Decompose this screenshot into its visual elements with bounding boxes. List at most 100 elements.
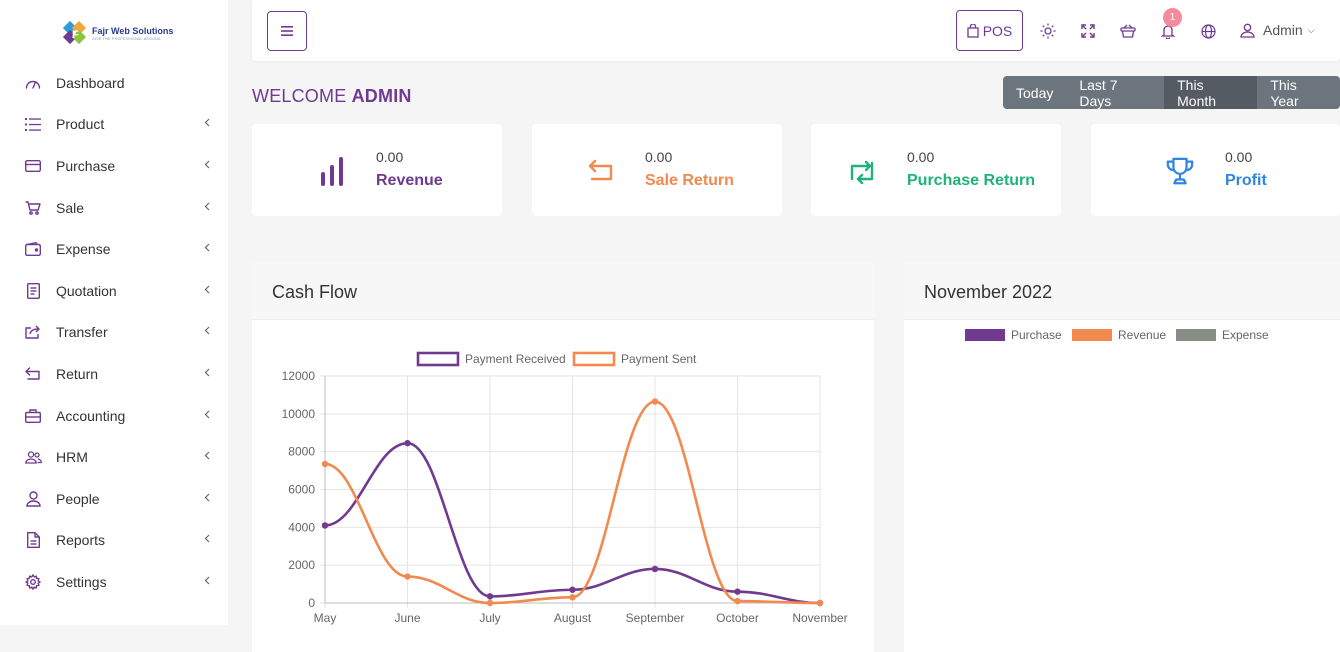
data-point: [321, 522, 329, 529]
panel-header: November 2022: [904, 262, 1340, 320]
sidebar-item-label: Expense: [56, 241, 111, 258]
stat-value: 0.00: [645, 149, 673, 165]
share-icon: [24, 323, 42, 341]
sidebar-item-hrm[interactable]: HRM: [0, 436, 228, 478]
x-tick-label: November: [792, 611, 847, 625]
monthly-panel: November 2022 Purchase Revenue Expense: [904, 262, 1340, 652]
user-icon: [24, 490, 42, 508]
legend-swatch: [572, 351, 616, 367]
chevron-left-icon: [204, 410, 210, 422]
menu-toggle-button[interactable]: [267, 11, 307, 51]
filter-this-month-button[interactable]: This Month: [1164, 76, 1258, 109]
chevron-left-icon: [204, 118, 210, 130]
legend-swatch: [965, 329, 1005, 341]
sidebar-item-reports[interactable]: Reports: [0, 520, 228, 562]
sidebar-item-quotation[interactable]: Quotation: [0, 270, 228, 312]
legend-label: Payment Sent: [621, 352, 697, 366]
sidebar-item-expense[interactable]: Expense: [0, 228, 228, 270]
panel-header: Cash Flow: [252, 262, 874, 320]
x-tick-label: May: [314, 611, 337, 625]
stat-card-sale-return: 0.00 Sale Return: [532, 124, 782, 216]
chevron-left-icon: [204, 285, 210, 297]
legend-item[interactable]: Expense: [1176, 328, 1269, 342]
sidebar-item-people[interactable]: People: [0, 478, 228, 520]
fullscreen-button[interactable]: [1079, 22, 1097, 40]
y-tick-label: 0: [308, 596, 315, 610]
sidebar-item-label: Reports: [56, 532, 106, 549]
theme-toggle-button[interactable]: [1039, 22, 1057, 40]
chevron-left-icon: [204, 160, 210, 172]
sidebar-item-accounting[interactable]: Accounting: [0, 395, 228, 437]
sidebar-item-label: People: [56, 490, 100, 507]
store-button[interactable]: [1119, 22, 1137, 40]
basket-icon: [1120, 24, 1136, 38]
svg-text:F: F: [72, 29, 79, 41]
stat-value: 0.00: [907, 149, 935, 165]
brand-title: Fajr Web Solutions: [92, 25, 174, 36]
legend-item[interactable]: Revenue: [1072, 328, 1166, 342]
document-icon: [24, 282, 42, 300]
sidebar-item-dashboard[interactable]: Dashboard: [0, 62, 228, 104]
list-icon: [24, 115, 42, 133]
legend-item[interactable]: Purchase: [965, 328, 1062, 342]
data-point: [734, 588, 741, 595]
speedometer-icon: [24, 74, 42, 92]
data-point: [734, 597, 741, 605]
cart-icon: [24, 199, 42, 217]
cash-flow-chart: 0 2000 4000 6000 8000 10000 12000 May June July Au…: [282, 351, 848, 625]
sidebar-item-label: Purchase: [56, 157, 116, 174]
welcome-name: ADMIN: [351, 86, 412, 106]
sidebar-item-return[interactable]: Return: [0, 353, 228, 395]
brand-logo[interactable]: F Fajr Web Solutions GIVE THE PROFESSION…: [62, 18, 182, 48]
filter-today-button[interactable]: Today: [1003, 76, 1067, 109]
chevron-left-icon: [204, 202, 210, 214]
cash-flow-panel: Cash Flow 0 2000 4000 6000 8000 10000 12000 May…: [252, 262, 874, 652]
y-tick-label: 6000: [288, 483, 315, 497]
sidebar-nav: Dashboard Product Purchase Sale Expense Quota…: [0, 62, 228, 603]
filter-this-year-button[interactable]: This Year: [1257, 76, 1340, 109]
y-tick-label: 2000: [288, 558, 315, 572]
legend-label: Payment Received: [465, 352, 566, 366]
sidebar-item-label: Return: [56, 365, 99, 382]
filter-last-7-days-button[interactable]: Last 7 Days: [1066, 76, 1165, 109]
sidebar-item-label: Accounting: [56, 407, 126, 424]
sidebar-item-product[interactable]: Product: [0, 104, 228, 146]
y-tick-label: 10000: [282, 407, 316, 421]
data-point: [569, 594, 576, 601]
data-point: [404, 439, 411, 447]
sidebar-item-settings[interactable]: Settings: [0, 561, 228, 603]
stat-card-purchase-return: 0.00 Purchase Return: [811, 124, 1061, 216]
y-tick-label: 8000: [288, 445, 315, 459]
stat-value: 0.00: [376, 149, 404, 165]
data-point: [321, 460, 329, 468]
bar-chart-icon: [318, 156, 348, 186]
globe-icon: [1200, 23, 1216, 39]
sidebar-item-label: Product: [56, 116, 105, 133]
trophy-icon: [1165, 156, 1195, 186]
credit-card-icon: [24, 157, 42, 175]
panel-title: November 2022: [924, 282, 1053, 302]
sidebar-item-purchase[interactable]: Purchase: [0, 145, 228, 187]
legend-swatch: [1176, 329, 1216, 341]
stat-card-profit: 0.00 Profit: [1091, 124, 1340, 216]
sidebar-item-label: Dashboard: [56, 74, 125, 91]
sidebar-item-label: Sale: [56, 199, 85, 216]
exchange-icon: [847, 156, 877, 186]
user-menu[interactable]: Admin ⌵: [1240, 22, 1315, 38]
data-point: [486, 599, 494, 607]
sidebar-item-sale[interactable]: Sale: [0, 187, 228, 229]
language-button[interactable]: [1199, 22, 1217, 40]
chevron-left-icon: [204, 243, 210, 255]
welcome-heading: WELCOME ADMIN: [252, 86, 412, 107]
sidebar-item-transfer[interactable]: Transfer: [0, 312, 228, 354]
pos-button[interactable]: POS: [956, 10, 1023, 51]
y-tick-label: 4000: [288, 520, 315, 534]
sidebar-item-label: Transfer: [56, 324, 108, 341]
data-point: [404, 573, 411, 580]
return-arrow-icon: [586, 156, 616, 186]
x-tick-label: September: [626, 611, 685, 625]
chevron-left-icon: [204, 451, 210, 463]
sidebar-item-label: Quotation: [56, 282, 117, 299]
user-icon: [1240, 23, 1255, 38]
date-filter-group: Today Last 7 Days This Month This Year: [1003, 76, 1340, 109]
